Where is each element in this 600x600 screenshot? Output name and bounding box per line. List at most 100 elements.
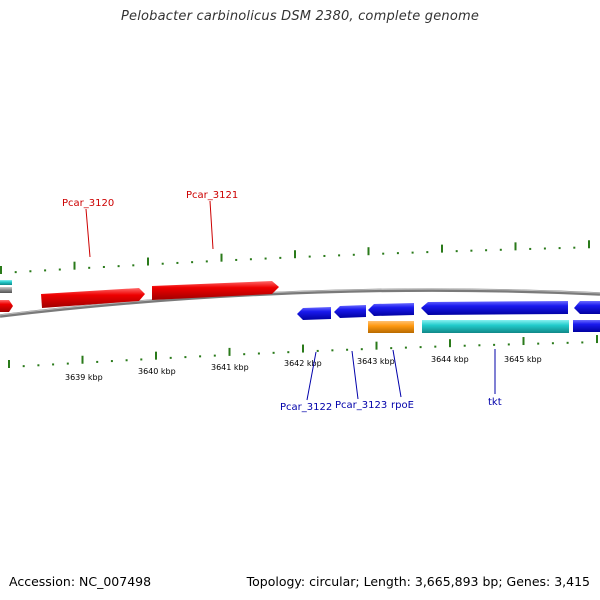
- outer-minor-tick: [58, 268, 61, 271]
- scale-label-3639: 3639 kbp: [65, 373, 103, 382]
- inner-minor-tick: [199, 355, 202, 358]
- accession-text: Accession: NC_007498: [9, 574, 152, 589]
- inner-major-tick: [596, 335, 598, 344]
- leader-rpoe: [392, 349, 402, 398]
- outer-minor-tick: [485, 249, 488, 252]
- inner-major-tick: [155, 351, 157, 360]
- feature-cyan-1: [422, 320, 569, 333]
- outer-minor-tick: [396, 252, 399, 255]
- gene-label-tkt[interactable]: tkt: [488, 397, 502, 408]
- inner-minor-tick: [581, 341, 584, 344]
- outer-minor-tick: [426, 251, 429, 254]
- outer-minor-tick: [44, 269, 47, 272]
- inner-minor-tick: [96, 360, 99, 363]
- leader-pcar-3121: [209, 200, 214, 250]
- inner-minor-tick: [22, 365, 25, 368]
- gene-label-pcar-3122[interactable]: Pcar_3122: [280, 402, 332, 413]
- outer-minor-tick: [308, 255, 311, 258]
- outer-major-tick: [73, 261, 76, 270]
- feature-gray-partial: [0, 287, 12, 293]
- outer-minor-tick: [470, 249, 473, 252]
- outer-major-tick: [147, 257, 149, 266]
- inner-minor-tick: [493, 343, 496, 346]
- inner-minor-tick: [272, 351, 275, 354]
- tick-track-outer: [0, 240, 590, 274]
- inner-minor-tick: [507, 343, 510, 346]
- inner-minor-tick: [478, 344, 481, 347]
- outer-major-tick: [367, 247, 370, 256]
- gene-label-pcar-3121[interactable]: Pcar_3121: [186, 190, 238, 201]
- scale-label-3641: 3641 kbp: [211, 363, 249, 372]
- leader-pcar-3123: [351, 350, 359, 400]
- outer-minor-tick: [573, 246, 576, 249]
- gene-label-rpoe[interactable]: rpoE: [391, 400, 414, 411]
- inner-minor-tick: [434, 345, 437, 348]
- inner-minor-tick: [566, 341, 569, 344]
- gene-pcar-3120[interactable]: [41, 288, 145, 308]
- gene-label-pcar-3120[interactable]: Pcar_3120: [62, 198, 114, 209]
- gene-pcar-3123[interactable]: [334, 305, 366, 318]
- inner-minor-tick: [243, 353, 246, 356]
- inner-minor-tick: [360, 348, 363, 351]
- tick-track-inner: [8, 335, 598, 368]
- outer-minor-tick: [411, 251, 414, 254]
- inner-minor-tick: [551, 342, 554, 345]
- outer-major-tick: [514, 242, 517, 251]
- outer-major-tick: [0, 266, 2, 274]
- inner-minor-tick: [316, 349, 319, 352]
- inner-minor-tick: [537, 342, 540, 345]
- feature-cyan-partial: [0, 280, 12, 285]
- outer-minor-tick: [235, 258, 238, 261]
- leader-pcar-3120: [85, 208, 91, 258]
- gene-rpoe[interactable]: [368, 303, 414, 316]
- scale-label-3645: 3645 kbp: [504, 355, 542, 364]
- inner-minor-tick: [184, 356, 187, 359]
- gene-pcar-3121[interactable]: [152, 281, 279, 300]
- outer-minor-tick: [499, 248, 502, 251]
- gene-tkt[interactable]: [421, 301, 568, 315]
- outer-minor-tick: [88, 266, 91, 269]
- inner-minor-tick: [390, 347, 393, 350]
- scale-label-3643: 3643 kbp: [357, 357, 395, 366]
- genome-backbone: [0, 288, 600, 318]
- outer-minor-tick: [543, 247, 546, 250]
- outer-minor-tick: [352, 253, 355, 256]
- inner-minor-tick: [287, 351, 290, 354]
- feature-red-partial: [0, 300, 13, 312]
- inner-minor-tick: [52, 363, 55, 366]
- inner-major-tick: [449, 339, 451, 348]
- outer-minor-tick: [323, 254, 326, 257]
- genome-backbone-highlight: [0, 288, 600, 316]
- scale-label-3642: 3642 kbp: [284, 359, 322, 368]
- inner-minor-tick: [346, 348, 349, 351]
- inner-minor-tick: [125, 359, 128, 362]
- outer-minor-tick: [558, 247, 561, 250]
- gene-minus-right[interactable]: [574, 301, 600, 314]
- inner-minor-tick: [110, 360, 113, 363]
- outer-minor-tick: [29, 270, 32, 273]
- gene-pcar-3122[interactable]: [297, 307, 331, 320]
- inner-minor-tick: [331, 349, 334, 352]
- outer-major-tick: [220, 253, 223, 262]
- outer-minor-tick: [117, 265, 120, 268]
- outer-minor-tick: [191, 261, 194, 264]
- outer-minor-tick: [249, 258, 252, 261]
- inner-minor-tick: [169, 356, 172, 359]
- outer-minor-tick: [132, 264, 135, 267]
- outer-minor-tick: [176, 261, 179, 264]
- gene-label-pcar-3123[interactable]: Pcar_3123: [335, 400, 387, 411]
- inner-minor-tick: [463, 344, 466, 347]
- inner-minor-tick: [213, 354, 216, 357]
- inner-major-tick: [375, 341, 378, 350]
- inner-major-tick: [228, 347, 231, 356]
- outer-minor-tick: [161, 262, 164, 265]
- outer-minor-tick: [529, 247, 532, 250]
- outer-minor-tick: [102, 265, 105, 268]
- outer-minor-tick: [264, 257, 267, 260]
- map-title: Pelobacter carbinolicus DSM 2380, comple…: [120, 9, 480, 24]
- inner-minor-tick: [37, 364, 40, 367]
- inner-minor-tick: [140, 358, 143, 361]
- inner-major-tick: [8, 360, 10, 368]
- inner-minor-tick: [66, 362, 69, 365]
